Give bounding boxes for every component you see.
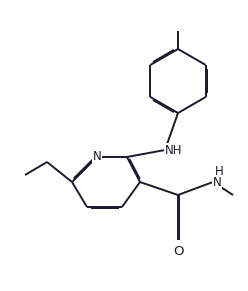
Text: H: H <box>215 165 224 178</box>
Text: O: O <box>173 245 183 258</box>
Text: N: N <box>213 175 222 189</box>
Text: NH: NH <box>165 143 183 157</box>
Text: N: N <box>93 150 101 164</box>
